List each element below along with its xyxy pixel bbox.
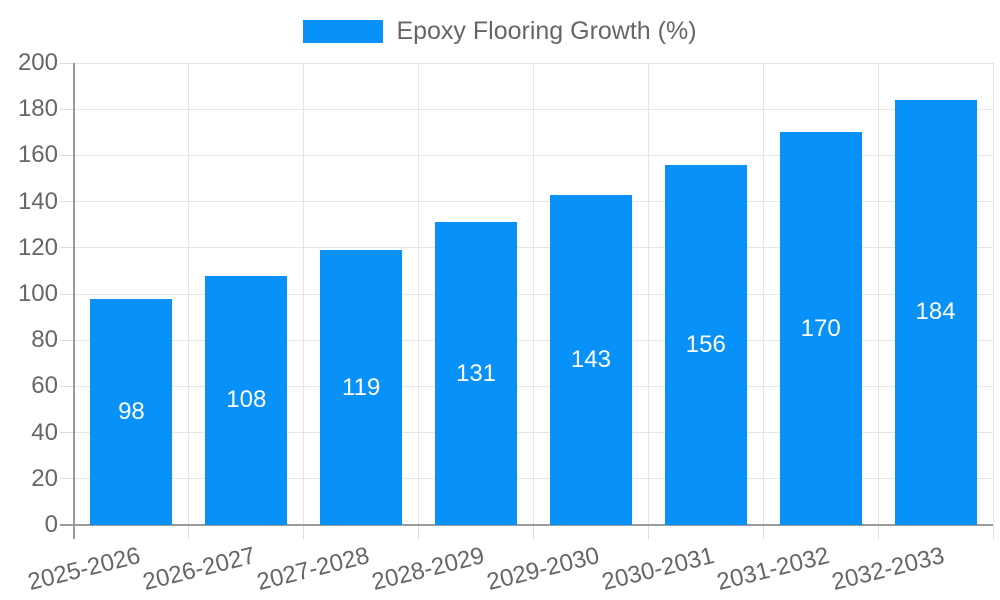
y-tick-label: 120 xyxy=(17,233,58,261)
bar-slot: 184 xyxy=(878,63,993,525)
bar-slot: 170 xyxy=(763,63,878,525)
gridline-vertical xyxy=(647,63,649,525)
y-tick-label: 40 xyxy=(31,418,58,446)
y-axis-labels: 0 20 40 60 80 100 120 140 160 180 200 xyxy=(0,49,58,538)
bar: 184 xyxy=(894,99,977,525)
bar-slot: 131 xyxy=(419,63,534,525)
x-axis-line xyxy=(60,524,993,526)
y-tick-mark xyxy=(60,62,74,64)
bar: 131 xyxy=(435,222,518,525)
y-tick-mark xyxy=(60,339,74,341)
x-tick-mark xyxy=(533,525,534,539)
legend-swatch xyxy=(303,20,384,43)
bar-value-label: 98 xyxy=(118,397,145,425)
bar-value-label: 131 xyxy=(456,359,497,387)
gridline-vertical xyxy=(303,63,305,525)
x-tick-label: 2032-2033 xyxy=(828,542,947,596)
bar-slot: 108 xyxy=(189,63,304,525)
y-tick-mark xyxy=(60,293,74,295)
legend-label: Epoxy Flooring Growth (%) xyxy=(396,17,697,45)
gridline-vertical xyxy=(188,63,190,525)
gridline-vertical xyxy=(418,63,420,525)
y-tick-mark xyxy=(60,247,74,249)
x-tick-mark xyxy=(303,525,305,539)
gridline-vertical xyxy=(992,63,994,525)
y-tick-label: 140 xyxy=(17,187,58,215)
bar-slot: 119 xyxy=(304,63,419,525)
y-tick-label: 100 xyxy=(17,280,58,307)
bar-value-label: 119 xyxy=(342,373,381,401)
bar: 119 xyxy=(320,250,403,525)
y-tick-mark xyxy=(60,201,74,203)
x-tick-label: 2027-2028 xyxy=(254,542,373,596)
y-tick-label: 20 xyxy=(31,464,58,492)
x-tick-label: 2029-2030 xyxy=(484,542,603,596)
bar: 156 xyxy=(664,164,747,525)
bar-value-label: 184 xyxy=(915,298,956,326)
y-tick-label: 200 xyxy=(17,49,58,76)
bar-value-label: 143 xyxy=(570,345,611,373)
y-tick-label: 60 xyxy=(31,372,58,400)
y-tick-mark xyxy=(60,154,74,156)
x-tick-mark xyxy=(762,525,764,539)
bar-value-label: 156 xyxy=(685,330,726,358)
x-tick-label: 2031-2032 xyxy=(714,542,832,596)
y-tick-label: 160 xyxy=(17,141,58,169)
bar-value-label: 108 xyxy=(226,386,267,414)
x-tick-mark xyxy=(418,525,420,539)
bar-slot: 156 xyxy=(648,63,763,525)
y-axis-line xyxy=(73,63,75,539)
legend-item[interactable]: Epoxy Flooring Growth (%) xyxy=(0,19,1000,44)
y-tick-label: 0 xyxy=(44,511,58,538)
bars-container: 98 108 119 131 143 156 170 184 xyxy=(74,63,993,525)
y-tick-label: 180 xyxy=(17,95,58,123)
y-tick-mark xyxy=(60,432,74,434)
y-tick-mark xyxy=(60,385,74,387)
grid-layer xyxy=(60,62,994,539)
x-tick-mark xyxy=(647,525,649,539)
y-tick-mark xyxy=(60,478,74,480)
bar: 98 xyxy=(90,298,173,525)
x-tick-label: 2025-2026 xyxy=(24,542,143,596)
bar: 143 xyxy=(549,194,632,525)
x-tick-mark xyxy=(188,525,190,539)
y-tick-label: 80 xyxy=(31,326,58,354)
bar-value-label: 170 xyxy=(800,314,841,342)
x-tick-label: 2028-2029 xyxy=(369,542,488,596)
bar-slot: 143 xyxy=(534,63,649,525)
y-tick-mark xyxy=(60,108,74,110)
x-tick-label: 2026-2027 xyxy=(139,542,258,596)
x-tick-mark xyxy=(877,525,879,539)
x-axis-labels: 2025-2026 2026-2027 2027-2028 2028-2029 2029… xyxy=(25,542,993,600)
bar-slot: 98 xyxy=(74,63,189,525)
plot-area: 98 108 119 131 143 156 170 184 xyxy=(60,62,994,539)
bar: 170 xyxy=(779,132,862,525)
x-tick-mark xyxy=(992,525,994,539)
bar: 108 xyxy=(205,275,288,525)
x-tick-label: 2030-2031 xyxy=(599,542,718,596)
gridline-vertical xyxy=(877,63,879,525)
gridline-vertical xyxy=(533,63,534,525)
gridline-vertical xyxy=(762,63,764,525)
